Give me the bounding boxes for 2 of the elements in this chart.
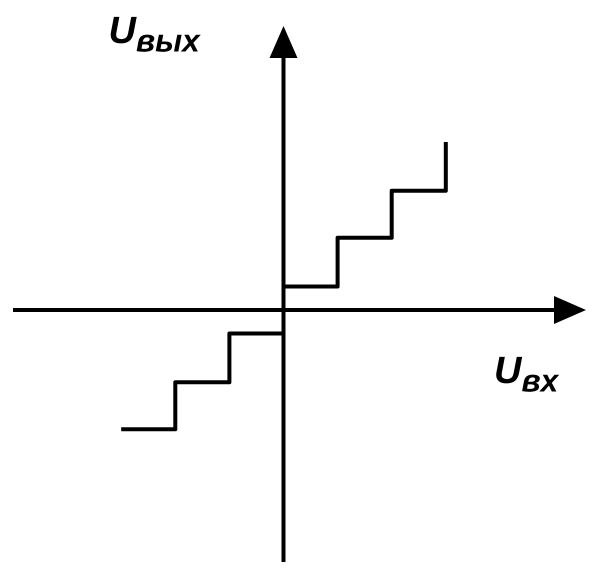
x-axis-title: U$_{вх}$ (494, 350, 558, 400)
y-axis-title: U$_{вых}$ (108, 10, 200, 60)
